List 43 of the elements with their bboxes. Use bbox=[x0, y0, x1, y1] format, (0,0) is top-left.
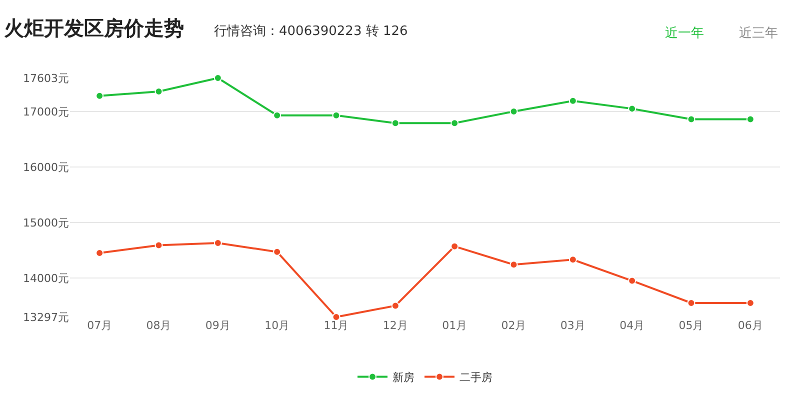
point bbox=[332, 313, 340, 321]
point bbox=[628, 276, 636, 285]
point bbox=[273, 111, 282, 120]
point bbox=[391, 302, 400, 310]
legend-label: 新房 bbox=[392, 371, 414, 384]
legend-label: 二手房 bbox=[460, 371, 492, 384]
y-tick-label: 15000元 bbox=[23, 216, 69, 230]
text: 近三年 bbox=[739, 26, 778, 41]
text: 近一年 bbox=[665, 26, 704, 41]
point bbox=[332, 111, 340, 120]
point bbox=[96, 92, 104, 100]
x-tick-label: 06月 bbox=[738, 319, 763, 332]
chart-title: 火炬开发区房价走势 bbox=[4, 16, 184, 40]
y-tick-label: 17000元 bbox=[23, 105, 69, 118]
x-tick-label: 08月 bbox=[146, 319, 172, 332]
point bbox=[687, 115, 696, 124]
point bbox=[450, 242, 459, 250]
point bbox=[273, 248, 282, 256]
point bbox=[214, 74, 222, 82]
y-tick-label: 13297元 bbox=[23, 310, 69, 324]
point bbox=[391, 119, 400, 128]
point bbox=[568, 96, 577, 105]
y-tick-label: 14000元 bbox=[23, 272, 69, 285]
x-tick-label: 01月 bbox=[442, 319, 468, 332]
x-tick-label: 07月 bbox=[87, 319, 112, 332]
x-tick-label: 03月 bbox=[560, 319, 586, 332]
point bbox=[154, 241, 163, 250]
y-tick-label: 16000元 bbox=[23, 160, 69, 174]
point bbox=[96, 249, 104, 257]
chart-subtitle: 行情咨询：4006390223 转 126 bbox=[214, 24, 408, 39]
x-tick-label: 12月 bbox=[382, 319, 408, 332]
x-tick-label: 10月 bbox=[264, 319, 290, 332]
point bbox=[746, 115, 754, 124]
point bbox=[510, 260, 518, 269]
x-tick-label: 05月 bbox=[678, 319, 704, 332]
x-tick-label: 09月 bbox=[205, 319, 230, 332]
x-tick-label: 04月 bbox=[620, 319, 645, 332]
y-tick-label: 17603元 bbox=[23, 72, 69, 85]
point bbox=[568, 256, 577, 264]
point bbox=[450, 119, 459, 128]
x-tick-label: 11月 bbox=[324, 319, 349, 332]
point bbox=[628, 104, 636, 113]
x-tick-label: 02月 bbox=[501, 319, 526, 332]
